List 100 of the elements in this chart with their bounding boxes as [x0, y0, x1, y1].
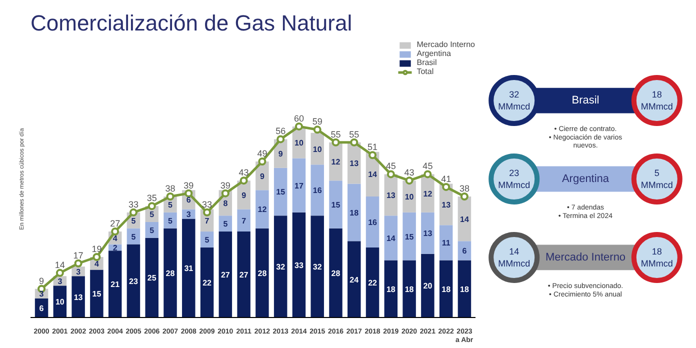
data-label: 9: [278, 150, 284, 159]
data-label: 41: [441, 174, 452, 184]
data-label: 55: [330, 129, 341, 140]
data-label: 17: [73, 250, 84, 260]
data-label: 38: [165, 184, 176, 194]
data-label: 6: [186, 196, 192, 205]
point: [203, 208, 212, 216]
data-label: 32: [276, 262, 286, 272]
data-label: 45: [422, 161, 433, 172]
data-label: 13: [423, 229, 433, 238]
data-label: 5: [150, 210, 155, 220]
bar: [292, 158, 306, 212]
legend-label: Total: [416, 67, 435, 76]
point: [405, 176, 414, 185]
bar: [237, 232, 250, 318]
data-label: 59: [312, 116, 322, 127]
point: [74, 259, 82, 268]
bar: [90, 270, 104, 318]
data-label: 25: [147, 274, 157, 283]
point: [56, 268, 64, 277]
data-label: 28: [258, 268, 268, 278]
point: [424, 170, 432, 178]
bar: [310, 216, 324, 318]
data-label: 7: [204, 216, 210, 226]
bar: [274, 168, 288, 216]
bar: [164, 212, 177, 228]
data-label: 13: [350, 159, 360, 168]
bar: [458, 241, 472, 260]
data-label: 11: [442, 238, 451, 248]
data-label: 38: [459, 184, 470, 194]
text: 5 MMmcd: [640, 168, 673, 190]
point: [313, 126, 322, 134]
bar: [108, 250, 122, 318]
text: 18 MMmcd: [640, 246, 673, 268]
text: Comercialización de Gas Natural: [30, 10, 352, 36]
data-label: 10: [55, 298, 65, 307]
data-label: 18: [386, 284, 396, 294]
bar: [439, 225, 453, 260]
data-label: 9: [260, 172, 265, 181]
data-label: 9: [39, 276, 44, 286]
data-label: 3: [186, 210, 192, 220]
bar: [402, 260, 416, 318]
data-label: 21: [110, 280, 120, 290]
point: [442, 182, 450, 191]
data-label: 4: [94, 259, 100, 268]
data-label: 24: [350, 275, 360, 284]
data-label: 14: [368, 170, 378, 180]
data-label: 32: [312, 262, 322, 272]
point: [332, 138, 340, 146]
bar: [145, 238, 158, 318]
data-label: 14: [54, 260, 65, 270]
data-label: 5: [168, 200, 174, 210]
data-label: 13: [74, 292, 84, 302]
point: [386, 170, 395, 178]
data-label: 15: [331, 200, 341, 210]
bar: [366, 247, 380, 318]
data-label: 27: [220, 270, 230, 280]
text: Brasil: [572, 94, 600, 107]
data-label: 28: [166, 268, 176, 278]
point: [350, 138, 358, 146]
data-label: 18: [442, 284, 452, 294]
bar: [237, 209, 250, 232]
text: Mercado Interno: [545, 251, 626, 264]
bar: [126, 228, 140, 244]
bar: [310, 164, 324, 216]
point: [240, 176, 248, 185]
bar: [218, 216, 232, 232]
data-label: 43: [238, 168, 249, 178]
data-label: 12: [331, 157, 341, 166]
bar: [53, 286, 67, 318]
bar: [458, 260, 472, 318]
data-label: 14: [386, 234, 396, 243]
data-label: 39: [184, 180, 194, 190]
data-label: 7: [242, 216, 247, 226]
data-label: 5: [223, 220, 228, 229]
bar: [384, 216, 398, 260]
data-label: 43: [404, 168, 414, 178]
data-label: 23: [129, 276, 138, 286]
data-label: 18: [350, 208, 360, 218]
text: 14 MMmcd: [498, 246, 530, 268]
data-label: 6: [462, 246, 468, 256]
bar: [310, 132, 324, 165]
data-label: 9: [242, 190, 247, 200]
text: Argentina: [562, 173, 610, 185]
data-label: 6: [39, 304, 44, 313]
point: [276, 135, 285, 144]
data-label: 33: [294, 260, 304, 270]
bar: [218, 232, 232, 318]
data-label: 3: [39, 290, 44, 299]
data-label: 15: [404, 232, 414, 242]
data-label: 5: [150, 226, 155, 235]
data-label: 33: [128, 199, 138, 210]
bar: [329, 228, 342, 318]
data-label: 60: [294, 113, 304, 124]
data-label: 27: [239, 270, 249, 280]
bar: [274, 216, 288, 318]
bar: [421, 254, 434, 318]
data-label: 8: [223, 198, 228, 208]
point: [368, 151, 377, 160]
bar: [72, 276, 85, 318]
